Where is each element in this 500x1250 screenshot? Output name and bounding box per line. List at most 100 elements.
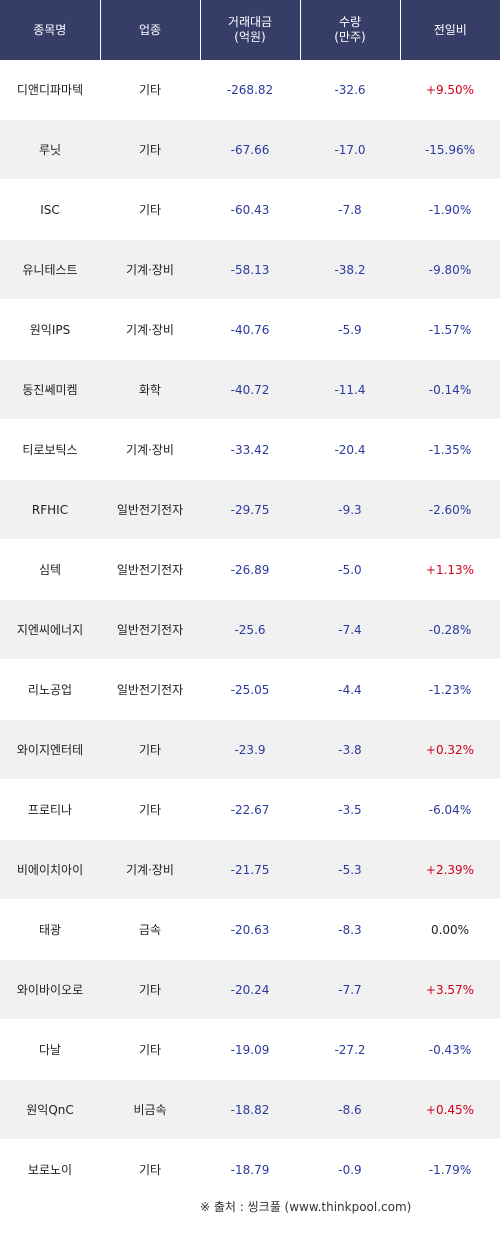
stock-table: 종목명 업종 거래대금 (억원) 수량 (만주) 전일비 디앤디파마텍 기타 -26… xyxy=(0,0,500,1200)
change-cell: -9.80% xyxy=(400,239,500,300)
volume-cell: -7.8 xyxy=(300,179,400,240)
volume-cell: -5.0 xyxy=(300,539,400,600)
stock-name-cell: 루닛 xyxy=(0,119,100,180)
table-row: 원익IPS 기계·장비 -40.76 -5.9 -1.57% xyxy=(0,299,500,360)
amount-cell: -26.89 xyxy=(200,539,300,600)
sector-cell: 화학 xyxy=(100,359,200,420)
source-text: ※ 출처 : 씽크풀 (www.thinkpool.com) xyxy=(200,1200,412,1214)
change-cell: -0.28% xyxy=(400,599,500,660)
change-cell: +1.13% xyxy=(400,539,500,600)
volume-cell: -3.8 xyxy=(300,719,400,780)
amount-cell: -18.79 xyxy=(200,1139,300,1200)
sector-cell: 기타 xyxy=(100,60,200,120)
change-cell: -0.43% xyxy=(400,1019,500,1080)
table-row: 프로티나 기타 -22.67 -3.5 -6.04% xyxy=(0,779,500,840)
stock-name-cell: 원익QnC xyxy=(0,1079,100,1140)
volume-cell: -11.4 xyxy=(300,359,400,420)
stock-name-cell: 유니테스트 xyxy=(0,239,100,300)
volume-cell: -32.6 xyxy=(300,60,400,120)
change-cell: 0.00% xyxy=(400,899,500,960)
amount-cell: -33.42 xyxy=(200,419,300,480)
sector-cell: 기타 xyxy=(100,719,200,780)
table-row: 보로노이 기타 -18.79 -0.9 -1.79% xyxy=(0,1139,500,1200)
table-row: 동진쎄미켐 화학 -40.72 -11.4 -0.14% xyxy=(0,359,500,420)
sector-cell: 일반전기전자 xyxy=(100,599,200,660)
change-cell: -15.96% xyxy=(400,119,500,180)
change-cell: +0.45% xyxy=(400,1079,500,1140)
amount-cell: -20.63 xyxy=(200,899,300,960)
sector-cell: 금속 xyxy=(100,899,200,960)
amount-cell: -25.6 xyxy=(200,599,300,660)
header-amount-line1: 거래대금 xyxy=(227,15,273,29)
table-row: 원익QnC 비금속 -18.82 -8.6 +0.45% xyxy=(0,1079,500,1140)
table-header: 종목명 업종 거래대금 (억원) 수량 (만주) 전일비 xyxy=(0,0,500,60)
volume-cell: -5.3 xyxy=(300,839,400,900)
stock-name-cell: 다날 xyxy=(0,1019,100,1080)
amount-cell: -67.66 xyxy=(200,119,300,180)
sector-cell: 일반전기전자 xyxy=(100,479,200,540)
amount-cell: -60.43 xyxy=(200,179,300,240)
header-change-label: 전일비 xyxy=(433,22,467,37)
change-cell: +3.57% xyxy=(400,959,500,1020)
header-amount-line2: (억원) xyxy=(234,30,266,44)
stock-name-cell: 원익IPS xyxy=(0,299,100,360)
table-row: 다날 기타 -19.09 -27.2 -0.43% xyxy=(0,1019,500,1080)
sector-cell: 기계·장비 xyxy=(100,299,200,360)
table-row: 와이지엔터테 기타 -23.9 -3.8 +0.32% xyxy=(0,719,500,780)
table-body: 디앤디파마텍 기타 -268.82 -32.6 +9.50% 루닛 기타 -67.66 -17.… xyxy=(0,60,500,1200)
header-volume: 수량 (만주) xyxy=(300,0,401,60)
volume-cell: -27.2 xyxy=(300,1019,400,1080)
amount-cell: -268.82 xyxy=(200,60,300,120)
change-cell: -1.79% xyxy=(400,1139,500,1200)
volume-cell: -7.4 xyxy=(300,599,400,660)
change-cell: -1.57% xyxy=(400,299,500,360)
change-cell: -1.90% xyxy=(400,179,500,240)
stock-name-cell: ISC xyxy=(0,179,100,240)
table-row: 태광 금속 -20.63 -8.3 0.00% xyxy=(0,899,500,960)
amount-cell: -29.75 xyxy=(200,479,300,540)
table-row: 와이바이오로 기타 -20.24 -7.7 +3.57% xyxy=(0,959,500,1020)
stock-name-cell: 지엔씨에너지 xyxy=(0,599,100,660)
amount-cell: -40.72 xyxy=(200,359,300,420)
sector-cell: 비금속 xyxy=(100,1079,200,1140)
volume-cell: -7.7 xyxy=(300,959,400,1020)
table-row: 루닛 기타 -67.66 -17.0 -15.96% xyxy=(0,119,500,180)
amount-cell: -21.75 xyxy=(200,839,300,900)
volume-cell: -17.0 xyxy=(300,119,400,180)
sector-cell: 기타 xyxy=(100,779,200,840)
stock-name-cell: 와이바이오로 xyxy=(0,959,100,1020)
header-sector-label: 업종 xyxy=(138,22,162,37)
table-row: 티로보틱스 기계·장비 -33.42 -20.4 -1.35% xyxy=(0,419,500,480)
table-row: RFHIC 일반전기전자 -29.75 -9.3 -2.60% xyxy=(0,479,500,540)
amount-cell: -19.09 xyxy=(200,1019,300,1080)
sector-cell: 기타 xyxy=(100,119,200,180)
change-cell: -6.04% xyxy=(400,779,500,840)
table-row: 심텍 일반전기전자 -26.89 -5.0 +1.13% xyxy=(0,539,500,600)
sector-cell: 일반전기전자 xyxy=(100,659,200,720)
amount-cell: -23.9 xyxy=(200,719,300,780)
source-note: ※ 출처 : 씽크풀 (www.thinkpool.com) xyxy=(0,1198,500,1218)
stock-name-cell: 심텍 xyxy=(0,539,100,600)
stock-name-cell: 프로티나 xyxy=(0,779,100,840)
table-row: 유니테스트 기계·장비 -58.13 -38.2 -9.80% xyxy=(0,239,500,300)
sector-cell: 일반전기전자 xyxy=(100,539,200,600)
sector-cell: 기계·장비 xyxy=(100,419,200,480)
table-row: 비에이치아이 기계·장비 -21.75 -5.3 +2.39% xyxy=(0,839,500,900)
stock-name-cell: 와이지엔터테 xyxy=(0,719,100,780)
stock-name-cell: 리노공업 xyxy=(0,659,100,720)
stock-name-cell: 비에이치아이 xyxy=(0,839,100,900)
header-sector: 업종 xyxy=(100,0,201,60)
volume-cell: -20.4 xyxy=(300,419,400,480)
sector-cell: 기계·장비 xyxy=(100,839,200,900)
header-change: 전일비 xyxy=(400,0,500,60)
amount-cell: -58.13 xyxy=(200,239,300,300)
header-name-label: 종목명 xyxy=(33,22,67,37)
sector-cell: 기타 xyxy=(100,1139,200,1200)
header-volume-line2: (만주) xyxy=(334,30,366,44)
volume-cell: -8.3 xyxy=(300,899,400,960)
header-volume-line1: 수량 xyxy=(338,15,362,29)
volume-cell: -0.9 xyxy=(300,1139,400,1200)
table-row: 디앤디파마텍 기타 -268.82 -32.6 +9.50% xyxy=(0,60,500,120)
change-cell: +9.50% xyxy=(400,60,500,120)
amount-cell: -22.67 xyxy=(200,779,300,840)
